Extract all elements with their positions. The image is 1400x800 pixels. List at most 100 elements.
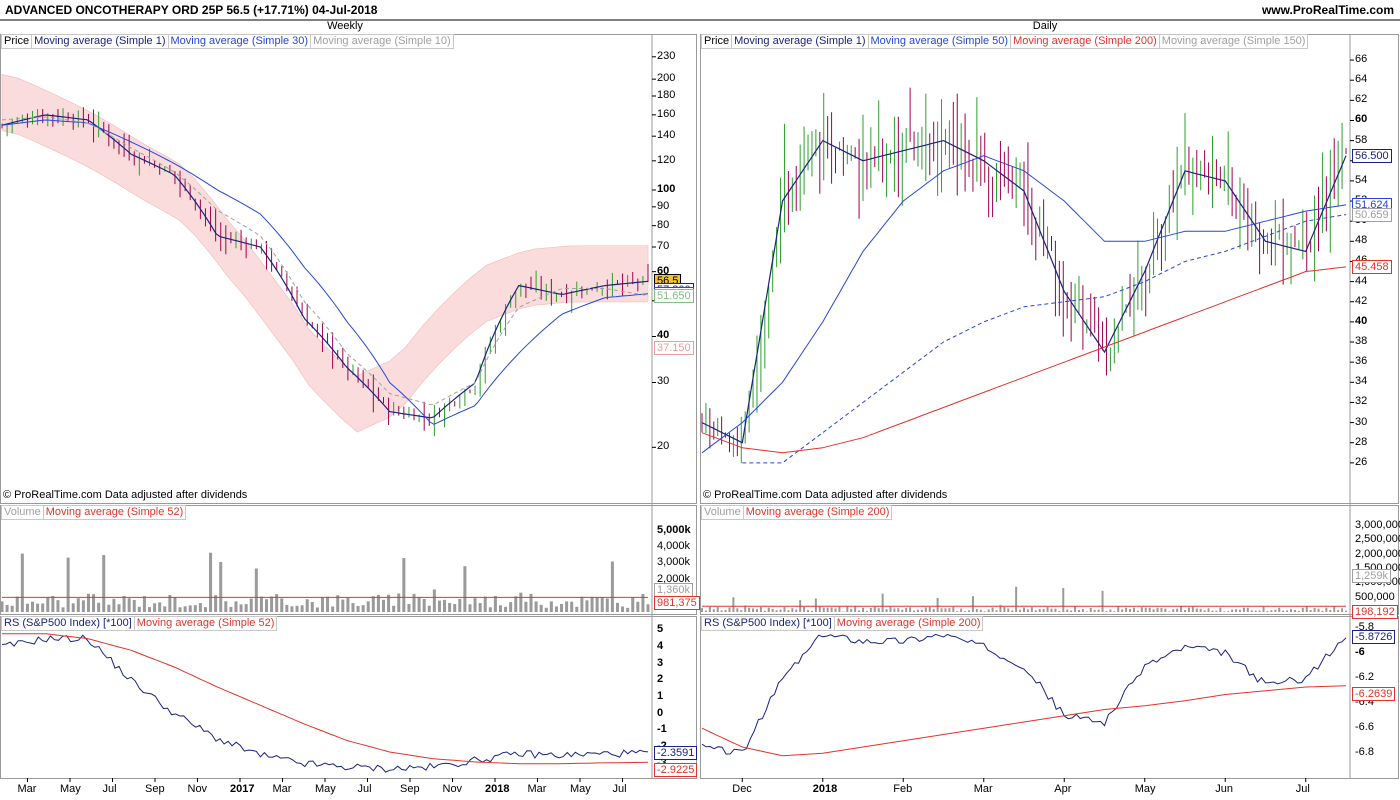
volume-bar xyxy=(117,604,121,612)
legend-volume: Volume xyxy=(1,505,44,520)
volume-bar xyxy=(361,605,365,612)
volume-bar xyxy=(869,607,872,612)
volume-bar xyxy=(964,611,967,612)
volume-bar xyxy=(1313,608,1316,612)
volume-bar xyxy=(1266,611,1269,612)
legend-ma150: Moving average (Simple 150) xyxy=(1158,34,1309,49)
volume-bar xyxy=(865,610,868,612)
volume-bar xyxy=(1270,610,1273,612)
volume-bar xyxy=(178,607,182,612)
x-tick-label: Jun xyxy=(1215,783,1233,795)
volume-bar xyxy=(148,607,152,612)
volume-bar xyxy=(924,607,927,612)
volume-bar xyxy=(1140,607,1143,612)
volume-bar xyxy=(346,597,350,612)
price-tick-label: 70 xyxy=(657,240,670,252)
volume-bar xyxy=(453,604,457,612)
volume-bar xyxy=(504,606,508,612)
volume-bar xyxy=(427,605,431,612)
volume-bar xyxy=(163,606,167,612)
legend-vol-ma52: Moving average (Simple 52) xyxy=(42,505,187,520)
volume-bar xyxy=(36,603,40,612)
volume-bar xyxy=(1333,606,1336,612)
daily-volume-legend: Volume Moving average (Simple 200) xyxy=(701,505,893,520)
volume-bar xyxy=(1195,608,1198,612)
price-badge: 37.150 xyxy=(654,341,694,356)
series-moving-average-simple-50- xyxy=(701,155,1347,454)
volume-bar xyxy=(295,605,299,612)
volume-bar xyxy=(1121,609,1124,612)
volume-bar xyxy=(838,606,841,612)
price-tick-label: 90 xyxy=(657,199,670,212)
volume-bar xyxy=(1337,610,1340,612)
volume-bar xyxy=(554,606,558,612)
volume-bar xyxy=(1172,609,1175,612)
volume-bar xyxy=(983,611,986,612)
volume-bar xyxy=(1164,608,1167,612)
volume-bar xyxy=(1109,609,1112,612)
volume-tick-label: 5,000k xyxy=(657,524,691,537)
volume-bar xyxy=(1054,608,1057,612)
x-tick-label: Mar xyxy=(527,783,547,795)
volume-tick-label: 500,000 xyxy=(1355,590,1395,603)
rs-tick-label: 5 xyxy=(657,623,664,636)
volume-bar xyxy=(31,601,35,612)
volume-bar xyxy=(432,589,436,612)
volume-bar xyxy=(310,601,314,612)
volume-bar xyxy=(1345,610,1347,612)
volume-bar xyxy=(1046,606,1049,612)
volume-bar xyxy=(1250,610,1253,612)
volume-bar xyxy=(1081,608,1084,612)
volume-bar xyxy=(1160,607,1163,612)
volume-bar xyxy=(580,596,584,612)
volume-bar xyxy=(889,606,892,612)
volume-bar xyxy=(412,593,416,612)
volume-bar xyxy=(1148,607,1151,612)
volume-bar xyxy=(15,596,19,612)
volume-bar xyxy=(834,608,837,612)
legend-price: Price xyxy=(701,34,733,49)
volume-bar xyxy=(1066,609,1069,612)
rs-ma-badge: -2.9225 xyxy=(654,763,698,778)
weekly-rs-legend: RS (S&P500 Index) [*100] Moving average (… xyxy=(1,616,278,631)
volume-bar xyxy=(1089,608,1092,612)
volume-bar xyxy=(728,607,731,612)
volume-bar xyxy=(979,609,982,612)
volume-bar xyxy=(336,595,340,612)
volume-bar xyxy=(509,602,513,612)
volume-bar xyxy=(1136,610,1139,612)
volume-bar xyxy=(122,596,126,612)
series-price xyxy=(701,139,1347,444)
volume-bar xyxy=(41,603,45,612)
volume-bar xyxy=(534,601,538,612)
volume-bar xyxy=(626,607,630,612)
series-moving-average-simple-30- xyxy=(1,119,649,425)
volume-bar xyxy=(1144,607,1147,612)
volume-bar xyxy=(1242,607,1245,612)
daily-pane-frame xyxy=(700,34,1399,504)
volume-bar xyxy=(549,601,553,612)
weekly-pane-frame xyxy=(0,505,697,615)
rs-tick-label: -6.8 xyxy=(1355,746,1374,759)
instrument-title: ADVANCED ONCOTHERAPY ORD 25P 56.5 (+17.7… xyxy=(5,3,378,17)
volume-bar xyxy=(1219,607,1222,612)
x-tick-label: Jul xyxy=(102,783,117,795)
daily-footnote: © ProRealTime.com Data adjusted after di… xyxy=(703,489,948,501)
volume-bar xyxy=(265,599,269,612)
site-url[interactable]: www.ProRealTime.com xyxy=(1261,3,1394,17)
rs-tick-label: -3 xyxy=(657,757,667,769)
rs-badge: -2.3591 xyxy=(654,745,698,760)
volume-bar xyxy=(285,604,289,612)
volume-bar xyxy=(437,600,441,612)
volume-bar xyxy=(740,610,743,612)
volume-bar xyxy=(897,608,900,612)
volume-bar xyxy=(822,607,825,612)
volume-bar xyxy=(519,592,523,612)
volume-bar xyxy=(814,598,817,612)
volume-bar xyxy=(570,601,574,612)
volume-bar xyxy=(787,610,790,612)
volume-bar xyxy=(1007,608,1010,612)
volume-bar xyxy=(1191,606,1194,612)
volume-bar xyxy=(249,598,253,612)
price-tick-label: 58 xyxy=(1355,133,1368,146)
